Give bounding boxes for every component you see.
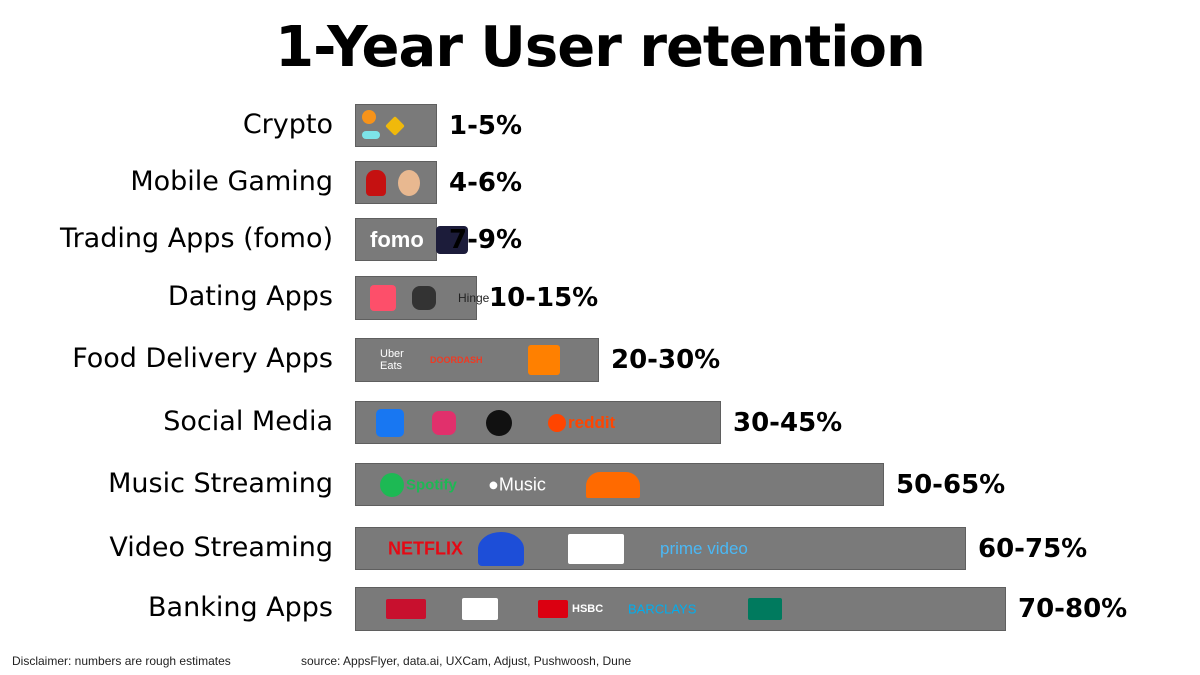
bar [355,161,437,204]
category-label: Trading Apps (fomo) [60,222,333,254]
uber-eats-logo: Uber Eats [380,348,404,372]
spotify-logo: Spotify [406,476,457,493]
value-label: 7-9% [449,224,523,255]
just-eat-icon [528,345,560,375]
category-label: Crypto [242,108,333,140]
bar: Spotify ●Music [355,463,884,506]
category-label: Food Delivery Apps [72,343,333,374]
value-label: 20-30% [611,345,721,375]
binance-icon [385,115,405,136]
bar: HSBC BARCLAYS [355,587,1006,631]
value-label: 10-15% [489,283,599,313]
category-label: Social Media [163,405,333,437]
bar: Uber Eats DOORDASH [355,338,599,382]
facebook-icon [376,408,404,437]
soundcloud-icon [586,471,640,498]
among-us-icon [366,169,386,196]
fomo-logo: fomo [370,226,424,252]
apple-music-logo: ●Music [488,474,546,494]
prime-video-logo: prime video [660,538,748,558]
hsbc-logo: HSBC [572,603,604,615]
value-label: 60-75% [978,533,1088,564]
category-label: Dating Apps [167,281,333,312]
bar: Hinge [355,276,489,320]
barclays-logo: BARCLAYS [628,601,697,617]
hinge-logo: Hinge [458,291,490,305]
tinder-icon [370,285,396,311]
value-label: 4-6% [449,167,523,198]
bank-of-america-icon [386,599,426,619]
category-label: Video Streaming [109,531,333,563]
dydx-icon [436,225,468,254]
bumble-icon [412,286,436,310]
hsbc-icon [538,600,568,618]
netflix-logo: NETFLIX [388,538,463,558]
reddit-logo: reddit [568,412,616,432]
instagram-icon [432,410,456,435]
category-label: Music Streaming [108,467,333,499]
bitcoin-icon [362,110,376,125]
value-label: 1-5% [449,110,523,141]
wallet-icon [362,131,380,140]
citi-icon [462,598,498,620]
disclaimer-text: Disclaimer: numbers are rough estimates [12,654,231,668]
paramount-icon [478,531,524,566]
doordash-logo: DOORDASH [430,355,483,365]
value-label: 70-80% [1018,594,1128,624]
category-label: Banking Apps [148,592,333,623]
chart-title: 1-Year User retention [275,15,926,80]
disney-plus-icon [568,533,624,564]
bar: NETFLIX prime video [355,527,966,570]
source-text: source: AppsFlyer, data.ai, UXCam, Adjus… [301,654,632,668]
credit-agricole-icon [748,598,782,620]
subway-surfers-icon [398,169,420,196]
value-label: 50-65% [896,469,1006,500]
reddit-icon [548,413,566,432]
value-label: 30-45% [733,407,843,438]
spotify-icon [380,472,404,497]
category-label: Mobile Gaming [130,165,333,197]
x-icon [486,409,512,436]
bar [355,104,437,147]
bar: fomo [355,218,468,261]
bar: reddit [355,401,721,444]
